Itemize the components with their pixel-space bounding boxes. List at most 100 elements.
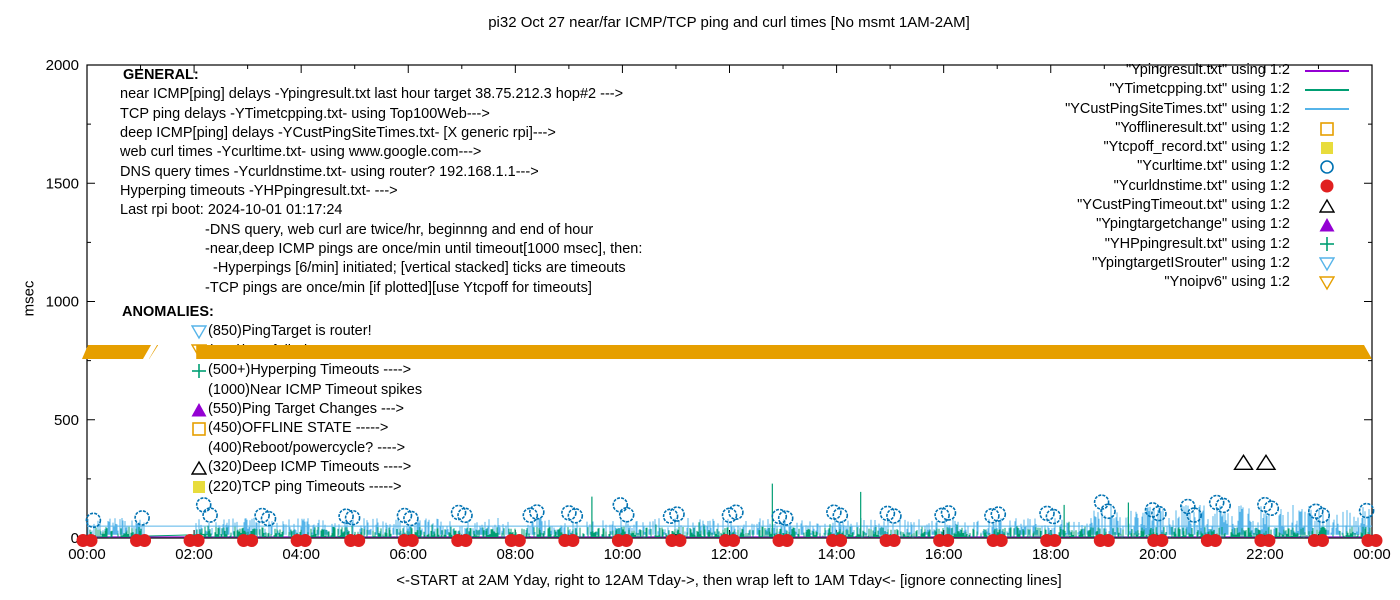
square-open-icon: [191, 421, 208, 437]
legend-label: "YCustPingSiteTimes.txt" using 1:2: [1065, 100, 1290, 117]
curl-time-point: [1039, 505, 1055, 522]
tri-up-open-icon: [1297, 198, 1357, 214]
legend-entry: "Ypingresult.txt" using 1:2: [1065, 61, 1357, 80]
tri-down-open-symbol: [191, 325, 207, 340]
y-tick-label: 1000: [46, 294, 79, 311]
general-line: DNS query times -Ycurldnstime.txt- using…: [120, 163, 539, 180]
legend-label: "Ycurldnstime.txt" using 1:2: [1113, 177, 1290, 194]
curl-time-point: [934, 507, 950, 524]
curl-time-point: [1151, 505, 1167, 522]
tri-up-filled-symbol: [191, 402, 207, 417]
x-tick-label: 18:00: [1032, 546, 1070, 563]
y-tick-label: 1500: [46, 175, 79, 192]
legend-label: "YpingtargetISrouter" using 1:2: [1092, 254, 1290, 271]
legend-entry: "Ytcpoff_record.txt" using 1:2: [1065, 138, 1357, 157]
square-open-icon: [1297, 121, 1357, 137]
anomaly-text: (550)Ping Target Changes --->: [208, 400, 404, 417]
dns-time-point: [994, 534, 1008, 548]
dns-time-point: [459, 534, 473, 548]
tri-down-open-icon: [1297, 275, 1357, 291]
plus-icon: [191, 363, 208, 379]
curl-time-point: [1045, 508, 1062, 525]
plus-icon: [1297, 236, 1357, 252]
line-symbol: [1305, 88, 1349, 91]
legend-label: "Ypingresult.txt" using 1:2: [1126, 62, 1290, 78]
curl-time-point: [721, 507, 738, 524]
x-axis-label: <-START at 2AM Yday, right to 12AM Tday-…: [396, 572, 1062, 589]
curl-time-point: [1100, 503, 1116, 520]
legend-entry: "Yofflineresult.txt" using 1:2: [1065, 119, 1357, 138]
legend-entry: "YTimetcpping.txt" using 1:2: [1065, 80, 1357, 99]
x-tick-label: 04:00: [282, 546, 320, 563]
x-tick-label: 12:00: [711, 546, 749, 563]
x-tick-label: 00:00: [1353, 546, 1391, 563]
legend-label: "Ynoipv6" using 1:2: [1164, 274, 1290, 291]
x-tick-label: 14:00: [818, 546, 856, 563]
dns-time-point: [673, 534, 687, 548]
anomaly-text: (450)OFFLINE STATE ----->: [208, 420, 389, 437]
curl-time-point: [662, 508, 679, 525]
x-tick-label: 00:00: [68, 546, 106, 563]
circle-filled-symbol: [1320, 179, 1334, 193]
tri-up-filled-symbol: [1319, 218, 1335, 232]
general-line: TCP ping delays -YTimetcpping.txt- using…: [120, 105, 490, 122]
square-filled-icon: [1297, 140, 1357, 156]
plus-symbol: [1320, 237, 1334, 252]
general-header: GENERAL:: [123, 67, 199, 83]
x-tick-label: 20:00: [1139, 546, 1177, 563]
dns-time-point: [1101, 534, 1115, 548]
legend-label: "YCustPingTimeout.txt" using 1:2: [1077, 197, 1290, 214]
dns-time-point: [1155, 534, 1169, 548]
x-tick-label: 22:00: [1246, 546, 1284, 563]
dns-time-point: [566, 534, 580, 548]
square-filled-symbol: [1321, 141, 1333, 154]
noipv6-band-segment: [82, 345, 158, 359]
curl-time-point: [879, 505, 896, 522]
general-lines: near ICMP[ping] delays -Ypingresult.txt …: [120, 85, 642, 298]
line-icon: [1297, 63, 1357, 79]
line-symbol: [1305, 69, 1349, 72]
dns-time-point: [619, 534, 633, 548]
anomaly-text: (320)Deep ICMP Timeouts ---->: [208, 459, 412, 476]
noipv6-band-segment: [196, 345, 1372, 359]
curl-time-point: [344, 509, 361, 526]
no-icon: [191, 440, 208, 456]
legend-label: "Ytcpoff_record.txt" using 1:2: [1103, 139, 1290, 156]
legend-entry: "YHPpingresult.txt" using 1:2: [1065, 235, 1357, 254]
curl-time-point: [1215, 497, 1231, 514]
general-line: web curl times -Ycurltime.txt- using www…: [120, 144, 482, 161]
dns-time-point: [512, 534, 526, 548]
tri-down-open-icon: [1297, 256, 1357, 272]
curl-time-point: [777, 510, 794, 526]
curl-time-point: [990, 506, 1007, 522]
curl-time-point: [886, 508, 902, 524]
tri-up-open-symbol: [1319, 198, 1335, 213]
dns-time-point: [1208, 534, 1222, 548]
dns-time-point: [84, 534, 98, 548]
curl-time-point: [1186, 507, 1202, 523]
legend-label: "Yofflineresult.txt" using 1:2: [1115, 119, 1290, 136]
dns-time-point: [245, 534, 259, 548]
general-line: Hyperping timeouts -YHPpingresult.txt- -…: [120, 183, 398, 200]
dns-time-point: [1369, 534, 1383, 548]
anomaly-line: (450)OFFLINE STATE ----->: [191, 419, 422, 438]
general-line: deep ICMP[ping] delays -YCustPingSiteTim…: [120, 125, 556, 142]
tri-up-open-symbol: [191, 460, 207, 475]
deep-icmp-timeout-marker: [1255, 454, 1277, 471]
curl-time-point: [522, 507, 539, 524]
legend-entry: "YpingtargetISrouter" using 1:2: [1065, 254, 1357, 273]
dns-time-point: [1262, 534, 1276, 548]
curl-time-point: [1093, 494, 1110, 510]
plot-legend: "Ypingresult.txt" using 1:2 "YTimetcpping…: [1065, 61, 1357, 293]
curl-time-point: [612, 497, 629, 513]
dns-time-point: [138, 534, 152, 548]
tri-up-filled-icon: [191, 402, 208, 418]
y-tick-label: 2000: [46, 57, 79, 74]
dns-time-point: [191, 534, 205, 548]
x-tick-label: 10:00: [604, 546, 642, 563]
anomaly-line: (1000)Near ICMP Timeout spikes: [191, 381, 422, 400]
curl-time-point: [260, 510, 277, 527]
anomaly-text: (850)PingTarget is router!: [208, 323, 372, 340]
curl-time-point: [254, 507, 270, 524]
